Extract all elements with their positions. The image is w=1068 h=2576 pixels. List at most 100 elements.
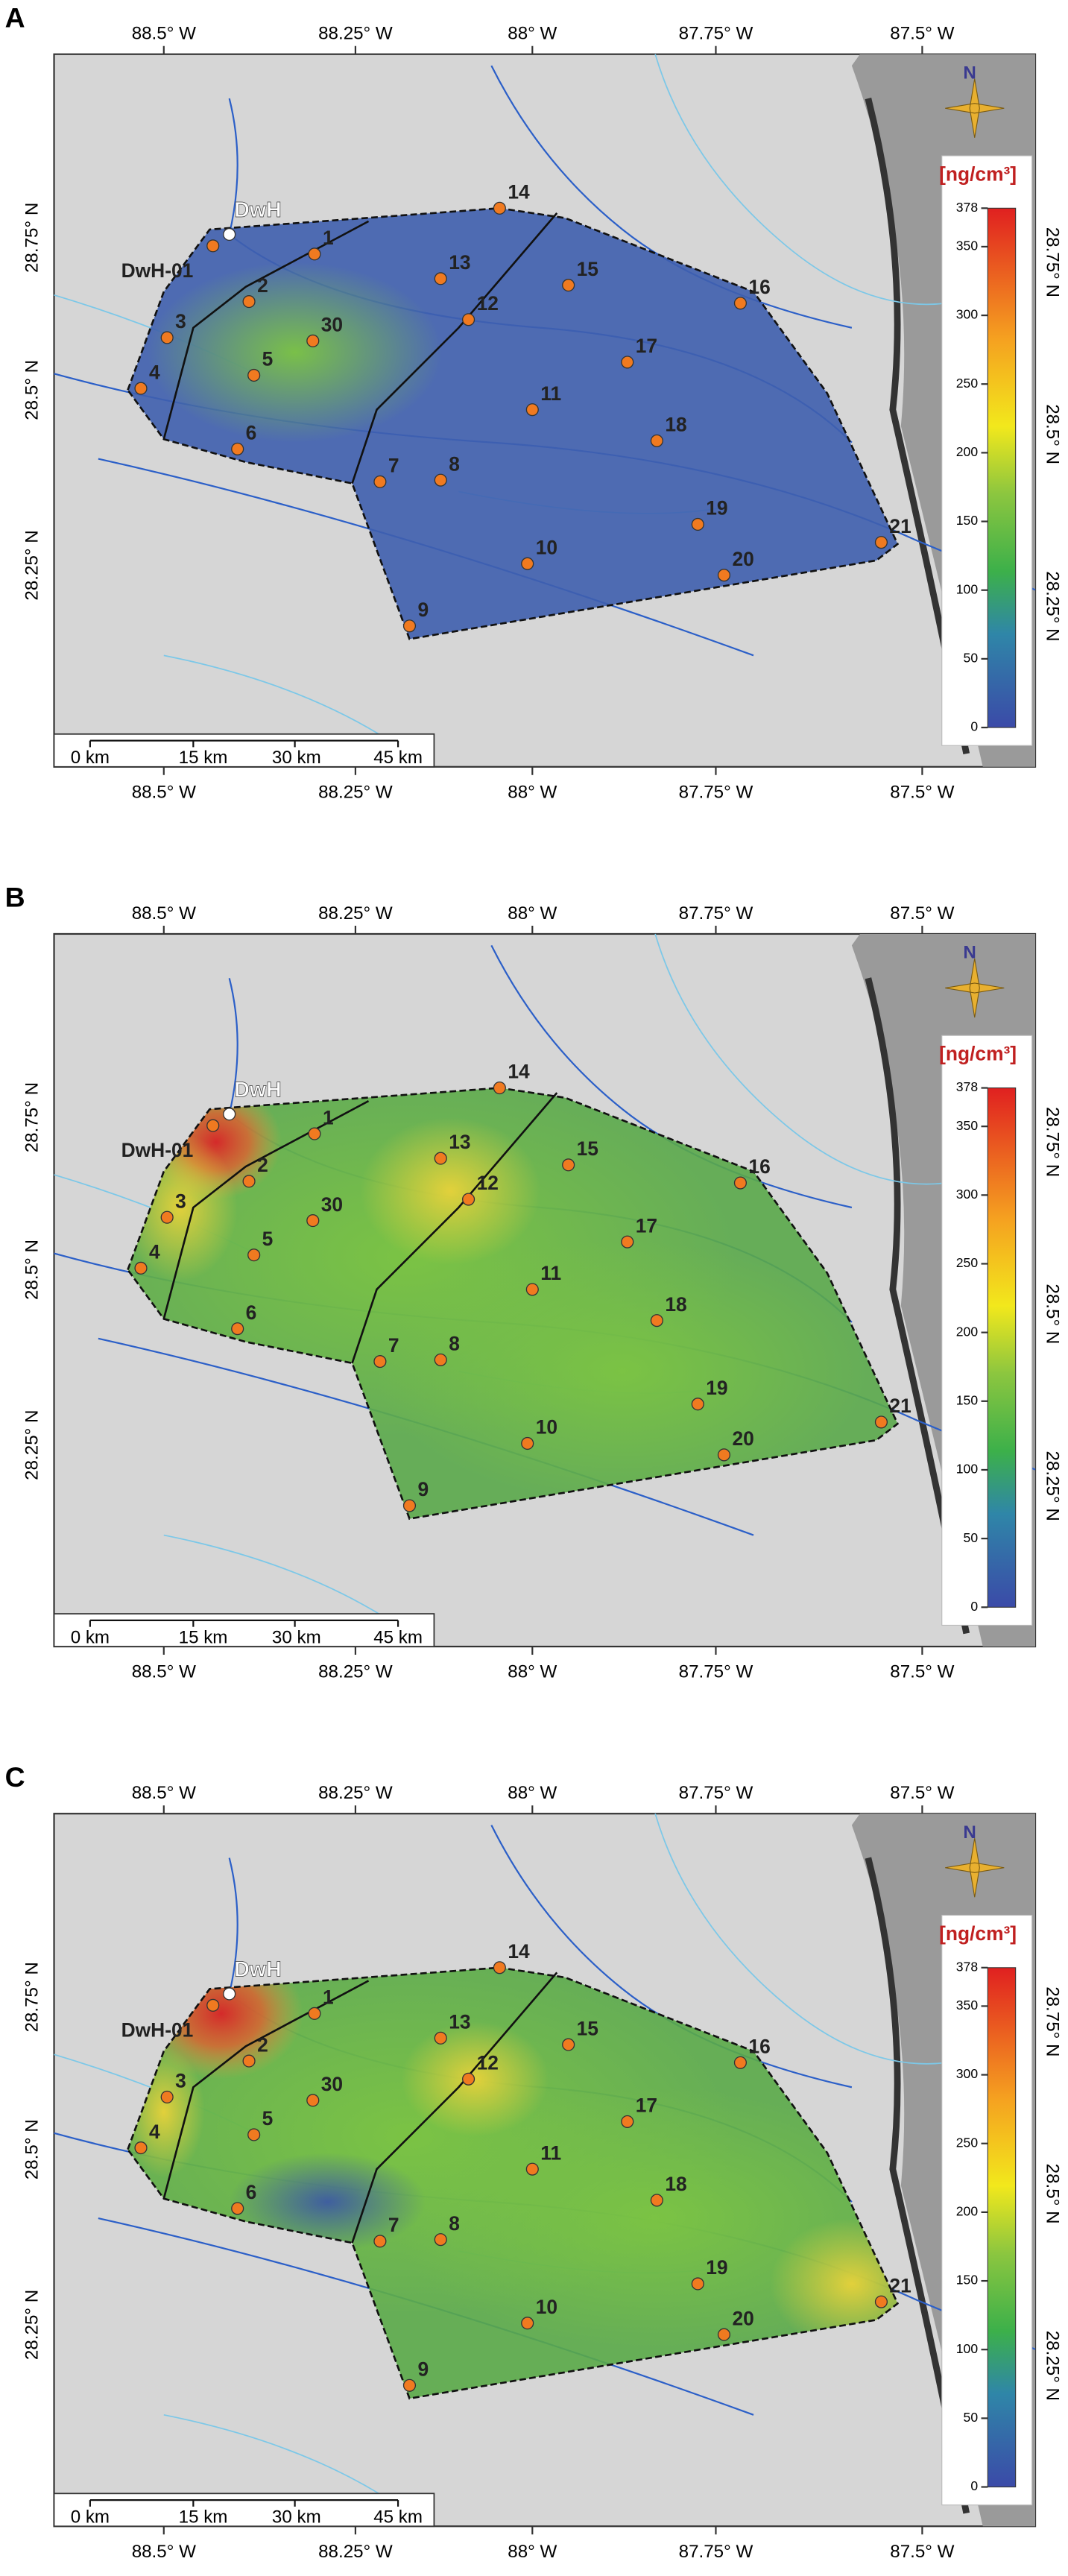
colorbar-tick-label: 150	[956, 513, 979, 528]
station-label: 12	[477, 2051, 499, 2074]
station	[134, 2141, 148, 2155]
zone-boundary	[351, 212, 558, 484]
longitude-label: 88.25° W	[318, 24, 393, 44]
station	[434, 473, 447, 487]
latitude-label: 28.5° N	[1043, 1284, 1063, 1344]
station	[525, 2162, 539, 2176]
station	[874, 536, 888, 549]
station-label: 4	[149, 361, 160, 383]
station-label: 21	[889, 2274, 911, 2296]
station-label: 13	[449, 251, 470, 274]
scale-label: 45 km	[373, 2507, 423, 2528]
station	[733, 1176, 748, 1190]
station-label: 30	[321, 2073, 343, 2095]
station-label: 19	[706, 497, 727, 520]
longitude-label: 88.25° W	[318, 903, 393, 924]
latitude-label: 28.25° N	[22, 530, 42, 600]
map-panel: B 88.5° W 88.5° W 88.25° W 88.25° W 88° W 88° …	[5, 882, 1063, 1682]
latitude-label: 28.5° N	[22, 1240, 42, 1300]
station	[231, 442, 244, 455]
river	[490, 65, 853, 329]
colorbar-tick-label: 50	[964, 651, 979, 666]
longitude-label: 88.5° W	[132, 24, 196, 44]
station-label: 6	[246, 1301, 257, 1324]
longitude-label: 87.75° W	[679, 903, 753, 924]
station	[717, 569, 731, 582]
scale-label: 15 km	[179, 2507, 228, 2528]
longitude-label: 87.5° W	[890, 1662, 954, 1682]
station	[242, 295, 256, 309]
river	[490, 1825, 853, 2089]
colorbar-tick-label: 378	[956, 200, 979, 215]
station	[373, 1355, 387, 1368]
surface-blob	[229, 2153, 426, 2252]
latitude-label: 28.5° N	[22, 2119, 42, 2179]
colorbar-unit: [ng/cm³]	[939, 162, 1017, 185]
station-label: 14	[508, 1940, 530, 1963]
station-label: 18	[665, 414, 686, 436]
station-label: 2	[257, 274, 268, 297]
station	[691, 2277, 704, 2291]
station	[717, 2328, 731, 2341]
river	[490, 944, 853, 1209]
longitude-label: 87.75° W	[679, 1662, 753, 1682]
longitude-label: 88° W	[508, 2542, 557, 2562]
longitude-label: 88.5° W	[132, 1783, 196, 1803]
station-label: 11	[540, 382, 561, 405]
longitude-label: 87.5° W	[890, 2542, 954, 2562]
station-label: DwH-01	[121, 1139, 194, 1161]
colorbar-tick-label: 300	[956, 307, 979, 322]
station	[874, 1415, 888, 1429]
colorbar-tick-label: 378	[956, 1079, 979, 1094]
station-label: 17	[636, 2094, 657, 2117]
station-label: 14	[508, 181, 530, 203]
colorbar-tick-label: 250	[956, 1255, 979, 1270]
station-label: 2	[257, 1154, 268, 1176]
station-label: 15	[577, 1137, 598, 1160]
wellhead-label: DwH	[234, 198, 281, 222]
station-label: DwH-01	[121, 2018, 194, 2041]
station	[493, 201, 506, 215]
zone-boundary	[162, 1099, 370, 1319]
channel	[654, 54, 983, 306]
latitude-label: 28.75° N	[22, 1082, 42, 1152]
colorbar-tick-label: 0	[970, 1599, 978, 1614]
longitude-label: 88.5° W	[132, 903, 196, 924]
station-label: 17	[636, 335, 657, 357]
station	[493, 1961, 506, 1974]
station	[525, 403, 539, 417]
scale-label: 15 km	[179, 1627, 228, 1647]
longitude-label: 88.5° W	[132, 2542, 196, 2562]
station-label: 21	[889, 515, 911, 537]
concentration-surface	[127, 1087, 898, 1519]
station	[308, 1127, 321, 1140]
colorbar-tick-label: 200	[956, 1324, 979, 1339]
colorbar-tick-label: 250	[956, 2135, 979, 2150]
longitude-label: 88.25° W	[318, 1662, 393, 1682]
colorbar-tick-label: 150	[956, 2273, 979, 2288]
station	[621, 356, 634, 369]
map-panel: C 88.5° W 88.5° W 88.25° W 88.25° W 88° W 88° …	[5, 1761, 1063, 2562]
station	[402, 2378, 417, 2392]
colorbar-tick-label: 250	[956, 376, 979, 391]
station	[206, 1119, 220, 1132]
station	[160, 2090, 174, 2104]
station-label: 9	[417, 599, 429, 621]
colorbar-box	[941, 1035, 1033, 1626]
station-label: 13	[449, 2011, 470, 2033]
station	[434, 1152, 447, 1165]
station-label: 13	[449, 1131, 470, 1153]
station	[434, 2233, 447, 2247]
scale-label: 0 km	[71, 748, 110, 768]
station-label: 10	[536, 536, 557, 558]
latitude-label: 28.75° N	[22, 1962, 42, 2032]
station	[521, 1436, 534, 1450]
station-label: 19	[706, 2256, 727, 2279]
station	[308, 247, 321, 261]
station-label: 4	[149, 1241, 160, 1263]
station	[231, 2202, 244, 2215]
station	[373, 2235, 387, 2248]
station	[306, 1214, 320, 1228]
station-label: 8	[449, 452, 460, 475]
panel-label: A	[5, 1, 25, 33]
